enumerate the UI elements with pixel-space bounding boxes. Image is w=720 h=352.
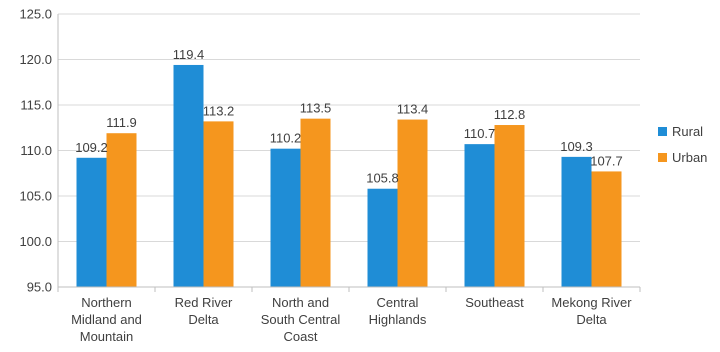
data-label: 109.3 — [560, 139, 593, 154]
bar-urban — [494, 125, 525, 288]
bar-urban — [397, 119, 428, 287]
data-label: 110.2 — [270, 131, 302, 146]
data-label: 119.4 — [173, 47, 205, 62]
axes: 95.0 100.0 105.0 110.0 115.0 120.0 125.0 Northe… — [19, 7, 641, 344]
bar-urban — [203, 121, 234, 287]
y-tick-label: 125.0 — [19, 7, 52, 22]
data-label: 113.5 — [300, 101, 332, 116]
bar-rural — [367, 188, 398, 287]
x-category-label: Northern Midland and Mountain — [71, 295, 142, 344]
x-category-label: Red River Delta — [175, 295, 233, 327]
bar-urban — [591, 171, 622, 287]
x-category-label: Central Highlands — [369, 295, 427, 327]
y-tick-label: 115.0 — [20, 98, 52, 113]
data-label: 110.7 — [464, 126, 496, 141]
legend-label: Urban — [672, 150, 707, 165]
y-tick-label: 100.0 — [19, 234, 52, 249]
bar-rural — [561, 156, 592, 287]
legend-swatch-rural — [658, 127, 667, 136]
y-tick-label: 110.0 — [20, 143, 52, 158]
data-label: 113.4 — [397, 102, 429, 117]
bar-rural — [173, 64, 204, 288]
legend-swatch-urban — [658, 153, 667, 162]
data-label: 107.7 — [590, 153, 623, 168]
x-category-label: Mekong River Delta — [551, 295, 632, 327]
bar-rural — [464, 144, 495, 287]
data-label: 105.8 — [366, 171, 399, 186]
bar-urban — [106, 133, 137, 287]
legend-label: Rural — [672, 124, 703, 139]
x-category-label: Southeast — [465, 295, 524, 310]
gridlines — [58, 13, 640, 242]
bars — [76, 64, 622, 288]
x-category-label: North and South Central Coast — [261, 295, 341, 344]
data-label: 113.2 — [203, 103, 235, 118]
y-tick-label: 95.0 — [27, 280, 52, 295]
bar-urban — [300, 118, 331, 288]
y-tick-label: 105.0 — [19, 189, 52, 204]
bar-rural — [76, 157, 107, 287]
bar-rural — [270, 148, 301, 287]
labels: 109.2 111.9 119.4 113.2 110.2 113.5 105.8 113.4… — [75, 47, 623, 186]
y-tick-label: 120.0 — [19, 52, 52, 67]
data-label: 112.8 — [494, 107, 526, 122]
data-label: 109.2 — [75, 140, 108, 155]
data-label: 111.9 — [106, 115, 137, 130]
legend: Rural Urban — [658, 124, 707, 165]
